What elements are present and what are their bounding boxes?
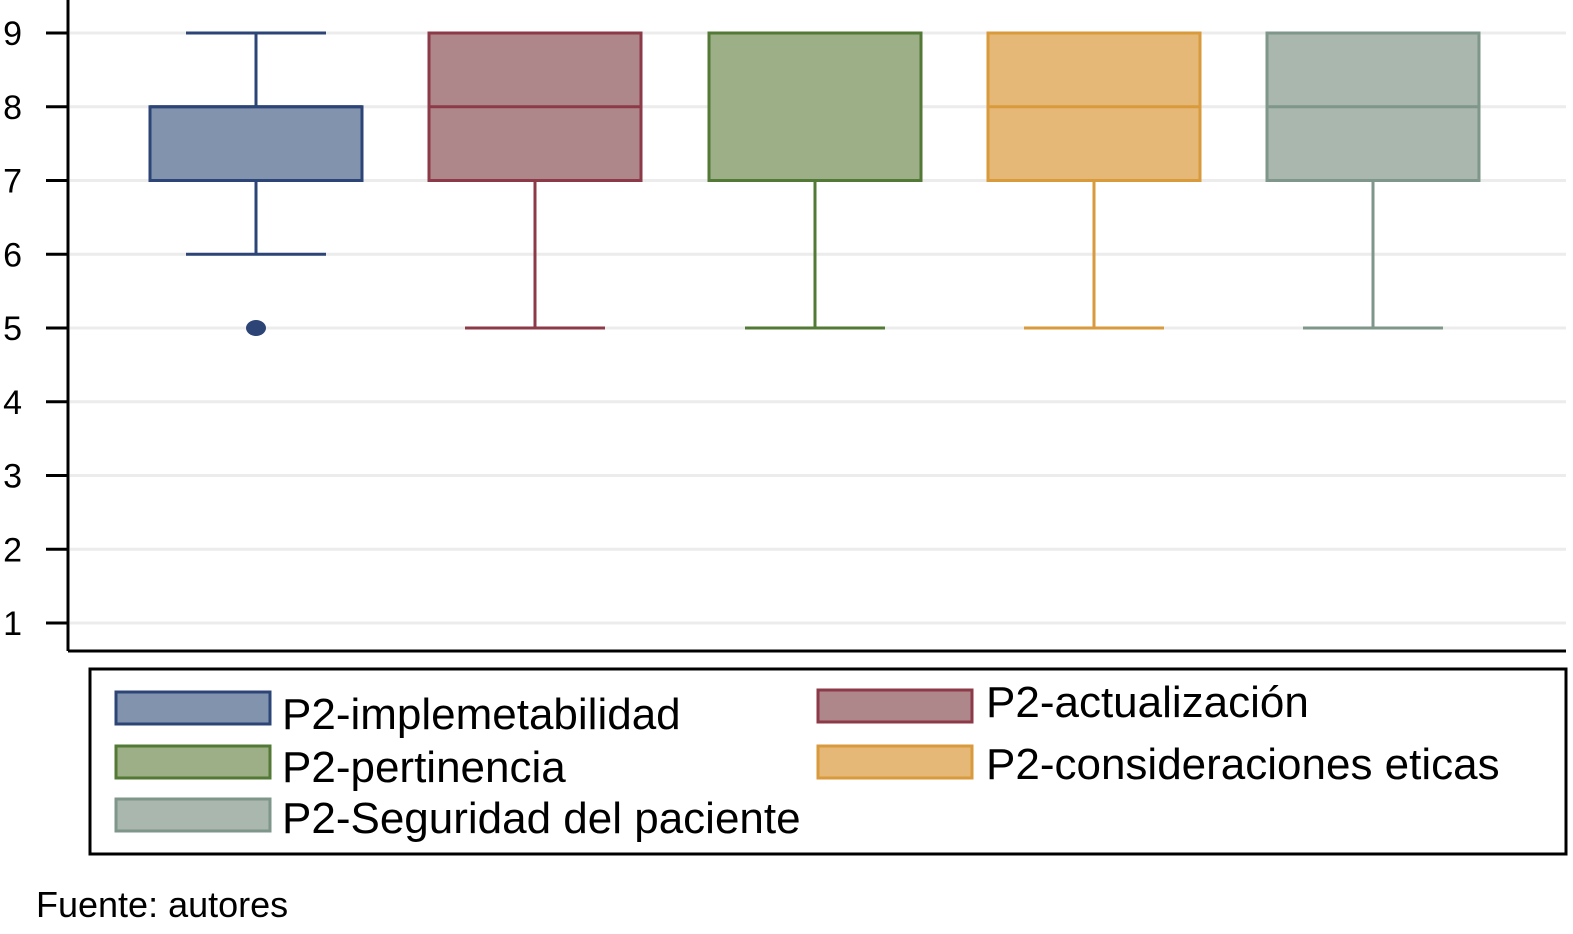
legend-label: P2-Seguridad del paciente (282, 794, 801, 843)
y-tick-label-2: 2 (3, 531, 22, 569)
legend-label: P2-consideraciones eticas (986, 740, 1500, 789)
legend-item-1: P2-implemetabilidad (114, 690, 681, 739)
box-series (148, 31, 1481, 336)
box-3 (707, 31, 923, 330)
box-4 (986, 31, 1202, 330)
legend-item-4: P2-consideraciones eticas (816, 740, 1500, 789)
y-tick-label-8: 8 (3, 89, 22, 127)
box-2 (427, 31, 643, 330)
interquartile-box (707, 31, 923, 182)
legend-item-2: P2-actualización (816, 678, 1309, 727)
y-tick-label-9: 9 (3, 15, 22, 53)
y-tick-label-7: 7 (3, 163, 22, 201)
y-tick-label-3: 3 (3, 458, 22, 496)
legend-swatch (114, 744, 272, 780)
outlier-point (246, 320, 266, 336)
source-note: Fuente: autores (36, 884, 289, 925)
y-axis: 1 2 3 4 5 6 7 8 9 (3, 0, 1566, 653)
legend-frame (88, 667, 1568, 856)
legend-label: P2-pertinencia (282, 743, 566, 792)
legend-swatch (816, 744, 974, 780)
y-tick-label-4: 4 (3, 384, 22, 422)
legend-item-3: P2-pertinencia (114, 743, 566, 792)
legend-swatch (114, 690, 272, 726)
legend-label: P2-implemetabilidad (282, 690, 681, 739)
legend-item-5: P2-Seguridad del paciente (114, 794, 801, 843)
legend: P2-implemetabilidad P2-actualización P2-pe… (114, 678, 1500, 843)
box-1 (148, 31, 364, 336)
legend-label: P2-actualización (986, 678, 1309, 727)
legend-swatch (816, 688, 974, 724)
y-tick-label-6: 6 (3, 236, 22, 274)
box-5 (1265, 31, 1481, 330)
y-tick-label-1: 1 (3, 605, 22, 643)
y-tick-label-5: 5 (3, 310, 22, 348)
interquartile-box (148, 105, 364, 182)
legend-swatch (114, 797, 272, 833)
